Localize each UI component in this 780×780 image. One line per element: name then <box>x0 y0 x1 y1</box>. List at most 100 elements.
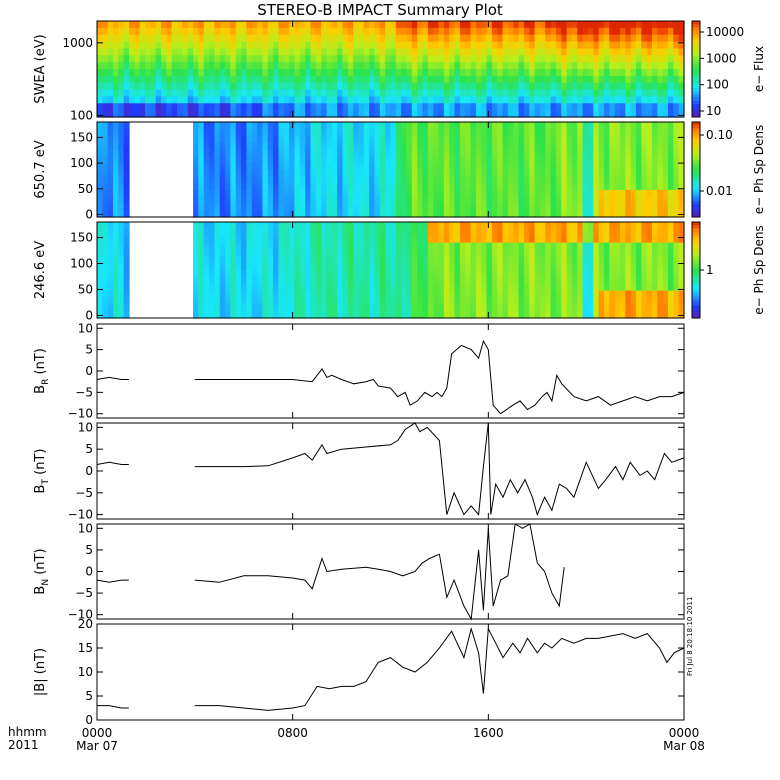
heatmap-cell <box>438 189 445 198</box>
heatmap-cell <box>443 122 450 130</box>
heatmap-cell <box>475 89 482 98</box>
heatmap-cell <box>465 256 472 264</box>
heatmap-cell <box>657 155 664 164</box>
heatmap-cell <box>241 196 248 205</box>
heatmap-cell <box>465 290 472 299</box>
heatmap-cell <box>438 27 445 36</box>
heatmap-cell <box>118 89 125 98</box>
heatmap-cell <box>171 62 178 70</box>
heatmap-cell <box>497 75 504 84</box>
heatmap-cell <box>379 304 386 312</box>
heatmap-cell <box>134 48 141 56</box>
heatmap-cell <box>331 189 338 198</box>
heatmap-cell <box>385 55 392 63</box>
heatmap-cell <box>225 55 232 63</box>
heatmap-cell <box>577 155 584 164</box>
heatmap-cell <box>257 162 264 171</box>
heatmap-cell <box>299 21 306 29</box>
heatmap-cell <box>219 41 226 50</box>
heatmap-cell <box>475 62 482 70</box>
heatmap-cell <box>534 242 541 251</box>
heatmap-cell <box>278 89 285 98</box>
heatmap-cell <box>369 34 376 43</box>
heatmap-cell <box>102 69 109 77</box>
heatmap-cell <box>497 169 504 177</box>
heatmap-cell <box>593 290 600 299</box>
heatmap-cell <box>347 103 354 111</box>
heatmap-cell <box>646 69 653 77</box>
heatmap-cell <box>486 228 493 237</box>
heatmap-cell <box>198 283 205 292</box>
heatmap-cell <box>289 176 296 184</box>
heatmap-cell <box>491 228 498 237</box>
heatmap-cell <box>278 162 285 171</box>
heatmap-cell <box>657 103 664 111</box>
heatmap-cell <box>587 228 594 237</box>
heatmap-cell <box>422 183 429 191</box>
heatmap-cell <box>555 41 562 50</box>
y-axis-label: |B| (nT) <box>33 648 48 696</box>
heatmap-cell <box>97 149 103 157</box>
heatmap-cell <box>475 196 482 205</box>
heatmap-cell <box>657 283 664 292</box>
heatmap-cell <box>262 263 269 271</box>
heatmap-cell <box>390 222 397 230</box>
heatmap-cell <box>555 210 562 218</box>
heatmap-cell <box>561 155 568 164</box>
heatmap-cell <box>641 189 648 198</box>
heatmap-cell <box>219 55 226 63</box>
heatmap-cell <box>577 183 584 191</box>
heatmap-cell <box>337 128 344 137</box>
heatmap-cell <box>379 48 386 56</box>
heatmap-cell <box>539 135 546 143</box>
heatmap-cell <box>513 228 520 237</box>
heatmap-cell <box>278 82 285 91</box>
heatmap-cell <box>273 203 280 211</box>
heatmap-cell <box>513 162 520 171</box>
heatmap-cell <box>609 222 616 230</box>
heatmap-cell <box>678 27 685 36</box>
heatmap-cell <box>289 222 296 230</box>
heatmap-cell <box>321 176 328 184</box>
heatmap-cell <box>523 128 530 137</box>
heatmap-cell <box>331 155 338 164</box>
panel-frame <box>96 221 685 319</box>
heatmap-cell <box>571 276 578 285</box>
heatmap-cell <box>529 183 536 191</box>
heatmap-cell <box>283 48 290 56</box>
heatmap-cell <box>369 162 376 171</box>
heatmap-cell <box>395 189 402 198</box>
heatmap-cell <box>374 96 381 104</box>
heatmap-cell <box>219 256 226 264</box>
heatmap-cell <box>449 228 456 237</box>
heatmap-cell <box>187 110 194 118</box>
heatmap-cell <box>406 122 413 130</box>
heatmap-cell <box>246 96 253 104</box>
heatmap-cell <box>107 228 114 237</box>
heatmap-cell <box>465 135 472 143</box>
heatmap-cell <box>577 203 584 211</box>
heatmap-cell <box>310 128 317 137</box>
heatmap-cell <box>219 242 226 251</box>
heatmap-cell <box>251 222 258 230</box>
heatmap-cell <box>641 256 648 264</box>
heatmap-cell <box>481 183 488 191</box>
heatmap-cell <box>203 162 210 171</box>
heatmap-cell <box>641 96 648 104</box>
heatmap-cell <box>609 270 616 278</box>
heatmap-cell <box>299 283 306 292</box>
heatmap-cell <box>283 89 290 98</box>
heatmap-cell <box>593 62 600 70</box>
heatmap-cell <box>305 75 312 84</box>
heatmap-cell <box>529 242 536 251</box>
heatmap-cell <box>267 96 274 104</box>
heatmap-cell <box>577 135 584 143</box>
heatmap-cell <box>337 196 344 205</box>
heatmap-cell <box>609 128 616 137</box>
heatmap-cell <box>449 82 456 91</box>
heatmap-cell <box>113 169 119 177</box>
heatmap-cell <box>545 242 552 251</box>
heatmap-cell <box>315 297 322 305</box>
heatmap-cell <box>347 304 354 312</box>
heatmap-cell <box>539 82 546 91</box>
